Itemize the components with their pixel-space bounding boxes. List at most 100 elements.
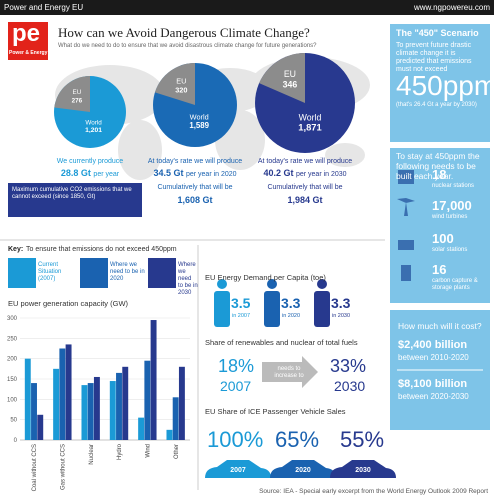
scenario-big: 450ppm xyxy=(396,70,494,101)
share-arrow-text: needs to increase to xyxy=(274,366,304,379)
pie-eu xyxy=(54,76,90,112)
demand-value: 3.3 xyxy=(281,295,301,311)
vehicles-year: 2030 xyxy=(355,467,371,474)
y-tick-label: 250 xyxy=(7,336,18,342)
demand-title: EU Energy Demand per Capita (toe) xyxy=(205,273,326,282)
bar xyxy=(81,385,88,440)
cost-title: How much will it cost? xyxy=(398,321,482,331)
max-note: Maximum cumulative CO2 emissions that we… xyxy=(12,187,132,200)
logo-sub: Power & Energy xyxy=(9,50,48,56)
y-tick-label: 200 xyxy=(7,357,18,363)
bar xyxy=(109,381,116,440)
demand-value: 3.3 xyxy=(331,295,351,311)
emission-suffix: per year in 2030 xyxy=(295,171,347,178)
build-number: 17,000 xyxy=(432,198,472,213)
key-swatch xyxy=(8,258,36,288)
pie-value: 1,201 xyxy=(85,127,102,134)
emission-suffix: per year xyxy=(93,171,120,178)
pie-label: World xyxy=(190,113,209,122)
legend-label: Where we need to be in 2030 xyxy=(178,262,198,296)
bar xyxy=(87,383,94,440)
cost-period: between 2010-2020 xyxy=(398,353,469,362)
bar xyxy=(24,358,31,440)
scenario-text: To prevent future drastic climate change… xyxy=(396,42,472,74)
demand-year: in 2030 xyxy=(332,313,351,319)
key-swatch xyxy=(148,258,176,288)
cumulative-label: Cumulatively that will be xyxy=(267,184,343,191)
pie-label: EU xyxy=(284,69,296,79)
note-box xyxy=(8,183,142,217)
y-tick-label: 150 xyxy=(7,377,18,383)
url[interactable]: www.ngpowereu.com xyxy=(413,3,490,12)
key-label: Key: xyxy=(8,246,24,253)
cumulative: 1,608 Gt xyxy=(177,195,213,205)
cars xyxy=(205,460,396,478)
bar xyxy=(53,368,60,440)
emission-suffix: per year in 2020 xyxy=(185,171,237,178)
vehicles-value: 55% xyxy=(340,427,385,452)
build-intro: To stay at 450ppm the following needs to… xyxy=(396,151,480,181)
vehicles-value: 65% xyxy=(275,427,320,452)
build-number: 16 xyxy=(432,262,447,277)
vehicles-year: 2007 xyxy=(230,467,246,474)
bar xyxy=(65,344,72,440)
pie-eu xyxy=(259,53,305,103)
x-tick-label: Gas without CCS xyxy=(61,444,67,490)
vehicles-value: 100% xyxy=(207,427,264,452)
build-label: carbon capture & storage plants xyxy=(432,278,478,291)
subtitle: What do we need to do to ensure that we … xyxy=(58,43,317,49)
emission-amount: 40.2 Gt xyxy=(263,168,294,178)
pie-label: World xyxy=(85,120,102,127)
bar xyxy=(122,366,129,440)
pie-value: 346 xyxy=(283,80,298,90)
pie-value: 276 xyxy=(72,98,83,105)
build-label: nuclear stations xyxy=(432,183,475,189)
bar xyxy=(59,348,66,440)
pie-label: EU xyxy=(73,89,82,96)
build-number: 100 xyxy=(432,231,454,246)
source: Source: IEA - Special early excerpt from… xyxy=(259,488,488,495)
legend-label: Current Situation (2007) xyxy=(38,262,62,282)
bar xyxy=(37,414,44,440)
bar-title: EU power generation capacity (GW) xyxy=(8,299,129,308)
cost-amount: $2,400 billion xyxy=(398,339,468,351)
share-from-year: 2007 xyxy=(220,378,252,394)
share-to: 33% xyxy=(330,356,367,376)
cost-period: between 2020-2030 xyxy=(398,392,469,401)
pie-value: 1,871 xyxy=(298,123,321,133)
people xyxy=(214,279,330,327)
logo xyxy=(8,22,48,60)
key-text: To ensure that emissions do not exceed 4… xyxy=(26,246,177,253)
emission-intro: We currently produce xyxy=(56,158,124,165)
vehicles-year: 2020 xyxy=(295,467,311,474)
pie-value: 320 xyxy=(175,86,187,95)
scenario-title: The "450" Scenario xyxy=(396,28,479,38)
x-tick-label: Nuclear xyxy=(89,444,95,465)
y-tick-label: 0 xyxy=(14,438,18,444)
build-icons xyxy=(397,170,415,281)
emission-amount: 28.8 Gt xyxy=(60,168,91,178)
build-number: 18 xyxy=(432,167,447,182)
bar xyxy=(166,429,173,440)
demand-year: in 2020 xyxy=(282,313,301,319)
pie-value: 1,589 xyxy=(189,121,209,130)
emission-amount: 34.5 Gt xyxy=(153,168,184,178)
brand: Power and Energy EU xyxy=(4,3,84,12)
demand-value: 3.5 xyxy=(231,295,251,311)
x-tick-label: Other xyxy=(174,444,180,459)
key-swatch xyxy=(80,258,108,288)
scenario-panel xyxy=(390,24,490,142)
bar xyxy=(116,372,122,440)
pie-eu xyxy=(154,63,195,105)
legend-label: Where we need to be in 2020 xyxy=(110,262,145,282)
scenario-note: (that's 26.4 Gt a year by 2030) xyxy=(396,102,477,108)
bar xyxy=(31,383,37,440)
bar xyxy=(150,320,157,440)
x-tick-label: Coal without CCS xyxy=(32,444,38,491)
demand-year: in 2007 xyxy=(232,313,251,319)
logo-text: pe xyxy=(12,20,41,47)
bar xyxy=(178,366,185,440)
bar xyxy=(93,376,100,440)
arrow xyxy=(262,356,318,388)
